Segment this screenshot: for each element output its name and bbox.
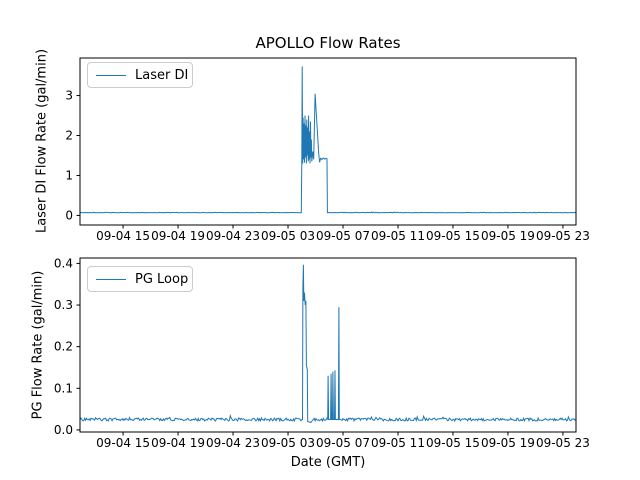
y-tick-label: 3 (65, 89, 73, 103)
x-tick-label: 09-04 23 (206, 229, 260, 243)
bottom-y-axis-label: PG Flow Rate (gal/min) (30, 270, 46, 420)
legend-label: PG Loop (135, 271, 189, 287)
x-tick-label: 09-05 15 (426, 229, 480, 243)
x-tick-label: 09-05 07 (316, 436, 370, 450)
y-tick-label: 1 (65, 168, 73, 182)
x-tick-label: 09-05 11 (371, 229, 425, 243)
x-tick-label: 09-05 07 (316, 229, 370, 243)
y-tick-label: 0.2 (54, 340, 73, 354)
chart-title: APOLLO Flow Rates (255, 34, 401, 52)
x-axis-label: Date (GMT) (290, 455, 366, 470)
y-tick-label: 0.0 (54, 423, 73, 437)
x-tick-label: 09-05 19 (481, 229, 535, 243)
x-tick-label: 09-05 11 (371, 436, 425, 450)
bottom-legend: PG Loop (87, 266, 193, 292)
x-tick-label: 09-05 23 (536, 436, 590, 450)
x-tick-label: 09-04 15 (96, 229, 150, 243)
x-tick-label: 09-05 03 (261, 229, 315, 243)
y-tick-label: 2 (65, 129, 73, 143)
y-tick-label: 0.3 (54, 298, 73, 312)
legend-line-sample (96, 278, 126, 280)
x-tick-label: 09-05 03 (261, 436, 315, 450)
pg-loop-line (79, 264, 577, 423)
legend-line-sample (96, 74, 126, 76)
x-tick-label: 09-05 15 (426, 436, 480, 450)
axes-frame (79, 257, 577, 433)
x-tick-label: 09-05 19 (481, 436, 535, 450)
laser-di-line (80, 66, 577, 214)
x-tick-label: 09-05 23 (536, 229, 590, 243)
x-tick-label: 09-04 19 (151, 436, 205, 450)
x-tick-label: 09-04 23 (206, 436, 260, 450)
y-tick-label: 0.1 (54, 381, 73, 395)
axes-frame (79, 57, 577, 226)
x-tick-label: 09-04 15 (96, 436, 150, 450)
x-tick-label: 09-04 19 (151, 229, 205, 243)
legend-label: Laser DI (135, 67, 189, 83)
top-y-axis-label: Laser DI Flow Rate (gal/min) (34, 48, 50, 234)
y-tick-label: 0.4 (54, 256, 73, 270)
y-tick-label: 0 (65, 208, 73, 222)
top-legend: Laser DI (87, 62, 193, 88)
